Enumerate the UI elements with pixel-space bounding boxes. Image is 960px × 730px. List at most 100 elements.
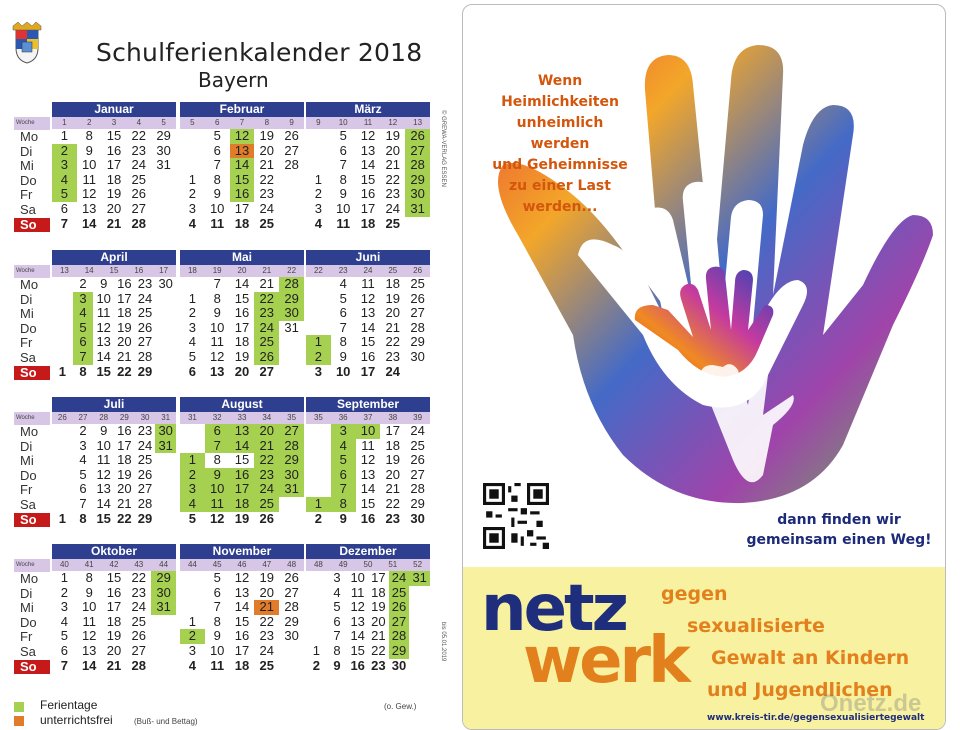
day-cell: 4 [52, 172, 77, 188]
month-name: April [52, 250, 176, 265]
day-cell: 2 [180, 467, 205, 483]
weekday-label: Fr [20, 629, 33, 645]
week-number: 44 [159, 560, 169, 569]
day-cell: 14 [81, 215, 97, 231]
week-number: 15 [109, 266, 119, 275]
day-row: 7 14 21 28 [306, 629, 430, 644]
day-cell: 19 [117, 319, 132, 335]
day-cell: 29 [137, 510, 153, 526]
day-cell: 11 [210, 215, 225, 231]
day-row: 4 11 18 25 [180, 496, 304, 512]
day-cell: 26 [284, 128, 299, 143]
week-number: 5 [190, 118, 195, 127]
day-cell: 19 [259, 128, 275, 143]
day-cell: 20 [385, 466, 401, 482]
day-cell: 9 [213, 628, 221, 644]
day-cell [52, 321, 73, 336]
month-name: März [306, 102, 430, 117]
day-cell: 5 [339, 128, 347, 143]
day-cell [52, 439, 73, 454]
day-cell: 8 [213, 290, 221, 306]
day-cell: 25 [131, 613, 147, 629]
day-cell [155, 497, 176, 512]
week-number: 28 [99, 413, 109, 422]
day-cell: 3 [60, 599, 69, 615]
day-cell: 11 [350, 584, 365, 600]
day-cell: 28 [137, 348, 153, 364]
day-cell: 5 [60, 628, 69, 644]
day-row: 3 10 17 24 [306, 363, 430, 380]
day-cell: 24 [131, 599, 147, 615]
day-cell: 14 [350, 628, 365, 644]
day-cell: 12 [96, 466, 111, 482]
day-cell: 12 [209, 348, 225, 364]
day-cell: 4 [188, 215, 197, 231]
day-cell [409, 659, 430, 674]
week-number: 22 [313, 266, 323, 275]
day-cell [52, 453, 73, 468]
week-numbers: 31 32 33 34 35 [180, 412, 304, 424]
day-row: 2 9 16 23 30 [306, 349, 430, 365]
day-cell: 19 [385, 452, 401, 468]
day-cell [155, 306, 176, 321]
day-row: 5 12 19 26 [180, 348, 304, 365]
day-cell: 31 [156, 157, 171, 173]
month-name: Oktober [52, 544, 176, 559]
day-row: 1 8 15 22 29 [52, 510, 176, 527]
day-cell: 3 [314, 363, 323, 379]
day-cell: 10 [81, 157, 97, 173]
day-row: 1 8 15 22 [180, 172, 304, 188]
day-cell: 19 [385, 128, 401, 143]
day-cell: 24 [259, 200, 275, 216]
day-cell: 17 [371, 570, 386, 585]
day-row: 7 14 21 28 [52, 657, 176, 674]
day-cell: 31 [405, 201, 430, 217]
day-cell: 31 [279, 482, 304, 497]
day-cell: 15 [106, 128, 122, 143]
day-cell: 7 [339, 319, 347, 335]
weekday-label: Fr [20, 335, 33, 351]
day-cell: 6 [213, 584, 221, 600]
week-number: 22 [287, 266, 297, 275]
weekday-labels: Woche Mo Di Mi Do Fr Sa So [14, 265, 50, 381]
day-cell: 1 [180, 453, 205, 468]
day-cell: 12 [360, 452, 376, 468]
day-row: 5 12 19 26 [180, 570, 304, 586]
day-cell: 9 [85, 142, 93, 158]
day-cell: 30 [155, 423, 177, 439]
week-number: 46 [237, 560, 247, 569]
day-cell [306, 629, 327, 644]
day-cell: 16 [117, 423, 132, 438]
week-number: 5 [161, 118, 166, 127]
day-cell: 12 [350, 599, 365, 615]
quote-line: und Geheimnisse [492, 157, 628, 173]
day-cell: 5 [333, 599, 341, 615]
day-cell: 28 [131, 215, 147, 231]
day-cell: 17 [229, 482, 255, 497]
day-cell: 3 [333, 570, 341, 585]
day-cell: 2 [314, 186, 323, 202]
day-cell: 11 [82, 613, 96, 629]
day-cell: 9 [204, 467, 230, 483]
day-cell [52, 350, 73, 365]
day-grid: 3 10 17 24 4 11 18 25 5 12 19 26 6 13 20 27 7 14 21 28 1 8 15 2… [306, 423, 430, 526]
website-url[interactable]: www.kreis-tir.de/gegensexualisiertegewal… [707, 713, 925, 723]
day-cell: 16 [229, 187, 255, 202]
day-cell: 24 [254, 482, 280, 497]
day-cell: 4 [79, 452, 87, 468]
day-cell [180, 571, 205, 586]
day-cell: 22 [131, 128, 147, 143]
day-cell: 4 [188, 334, 197, 350]
day-cell: 8 [339, 171, 347, 187]
day-row: 4 11 18 25 [52, 613, 176, 630]
day-cell: 5 [330, 453, 356, 468]
month-august: August 31 32 33 34 35 6 13 20 27 7 14 21 28 1 8 15 22 29 2 9… [180, 397, 304, 526]
day-cell: 28 [131, 657, 147, 673]
day-cell: 11 [210, 657, 225, 673]
day-row: 5 12 19 26 [306, 453, 430, 468]
weekday-label: Sa [20, 643, 36, 659]
day-cell: 8 [330, 496, 356, 512]
qr-code-icon[interactable] [483, 483, 549, 549]
day-row: 4 11 18 25 [52, 453, 176, 468]
week-label: Woche [14, 117, 50, 130]
